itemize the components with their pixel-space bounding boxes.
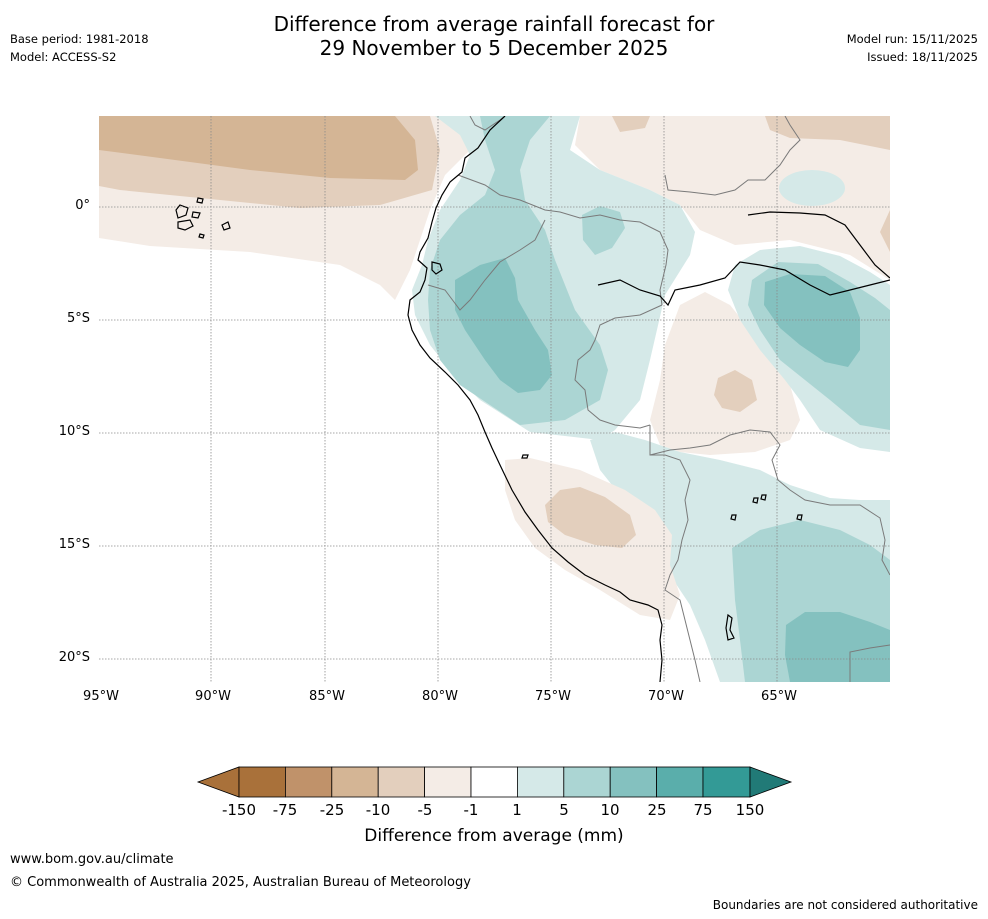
- wet-region-east-strong: [764, 274, 860, 367]
- colorbar-tick: -5: [417, 801, 433, 819]
- colorbar-tick: -1: [463, 801, 479, 819]
- lat-label-20s: 20°S: [58, 650, 90, 665]
- footer-disclaimer: Boundaries are not considered authoritat…: [712, 898, 978, 912]
- dry-region-northeast-mid-2: [765, 116, 890, 150]
- colorbar-extend-max: [749, 766, 793, 798]
- lon-label-80w: 80°W: [422, 689, 458, 704]
- colorbar-bin-8: [563, 766, 611, 798]
- model-name: Model: ACCESS-S2: [10, 50, 117, 64]
- colorbar-tick: -25: [319, 801, 345, 819]
- wet-region-south-strong: [785, 612, 890, 682]
- colorbar-tick: 150: [735, 801, 765, 819]
- colorbar-tick: -75: [272, 801, 298, 819]
- colorbar-tick: 75: [693, 801, 713, 819]
- wet-region-west-mid: [428, 116, 608, 425]
- lon-label-65w: 65°W: [761, 689, 797, 704]
- wet-region-west-strong: [455, 258, 552, 393]
- wet-patch-northeast: [779, 170, 845, 206]
- colorbar-bin-11: [702, 766, 751, 798]
- meta-right: Model run: 15/11/2025 Issued: 18/11/2025: [847, 30, 978, 66]
- lon-label-70w: 70°W: [648, 689, 684, 704]
- colorbar-tick: 1: [512, 801, 522, 819]
- lon-label-85w: 85°W: [309, 689, 345, 704]
- colorbar-tick: -10: [365, 801, 391, 819]
- colorbar-bin-5: [424, 766, 472, 798]
- map-area: [99, 116, 890, 682]
- coastlines: [175, 116, 890, 682]
- base-period: Base period: 1981-2018: [10, 32, 149, 46]
- dry-region-northeast-light: [575, 116, 890, 280]
- dry-region-east-edge: [880, 210, 890, 252]
- colorbar-label: Difference from average (mm): [364, 826, 624, 846]
- colorbar-tick: 25: [647, 801, 667, 819]
- lat-label-0: 0°: [75, 198, 90, 213]
- lon-label-95w: 95°W: [83, 689, 119, 704]
- dry-region-central-mid: [714, 370, 757, 412]
- colorbar-extend-min: [196, 766, 240, 798]
- lat-label-5s: 5°S: [66, 311, 90, 326]
- lat-label-15s: 15°S: [58, 537, 90, 552]
- colorbar-bin-6: [470, 766, 518, 798]
- dry-region-northwest-strong: [99, 116, 418, 180]
- issued-date: Issued: 18/11/2025: [867, 50, 978, 64]
- dry-region-central-light: [650, 292, 800, 455]
- lat-label-10s: 10°S: [58, 424, 90, 439]
- title-line-2: 29 November to 5 December 2025: [319, 36, 669, 60]
- colorbar-tick: -150: [221, 801, 257, 819]
- model-run: Model run: 15/11/2025: [846, 32, 978, 46]
- lon-label-75w: 75°W: [535, 689, 571, 704]
- map-title: Difference from average rainfall forecas…: [0, 12, 988, 60]
- colorbar-bin-7: [517, 766, 565, 798]
- colorbar-bin-2: [284, 766, 333, 798]
- colorbar-bin-1: [238, 766, 286, 798]
- meta-left: Base period: 1981-2018 Model: ACCESS-S2: [10, 30, 149, 66]
- colorbar-bin-3: [331, 766, 379, 798]
- colorbar-bin-10: [656, 766, 704, 798]
- lon-label-90w: 90°W: [195, 689, 231, 704]
- dry-region-northeast-mid-1: [612, 116, 650, 132]
- footer-copyright: © Commonwealth of Australia 2025, Austra…: [10, 875, 471, 890]
- title-line-1: Difference from average rainfall forecas…: [273, 12, 715, 36]
- colorbar-bin-4: [377, 766, 426, 798]
- footer-url[interactable]: www.bom.gov.au/climate: [10, 852, 174, 867]
- colorbar-bin-9: [609, 766, 658, 798]
- colorbar: [196, 766, 793, 798]
- country-borders: [427, 116, 890, 682]
- colorbar-tick: 5: [559, 801, 569, 819]
- dry-region-south-mid: [545, 487, 636, 548]
- colorbar-tick: 10: [600, 801, 620, 819]
